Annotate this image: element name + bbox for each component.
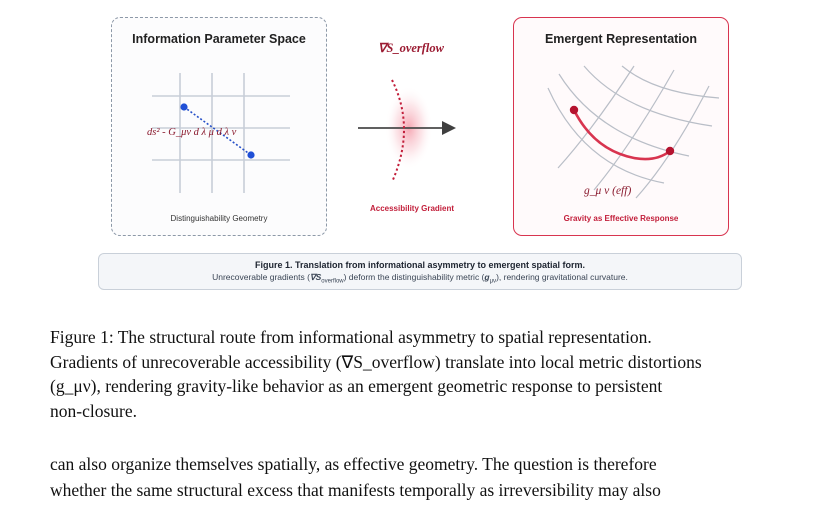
curved-grid: g_μ ν (eff) bbox=[547, 65, 720, 199]
caption-line: non-closure. bbox=[50, 400, 137, 421]
inner-caption-subtitle: Unrecoverable gradients (∇Soverflow) def… bbox=[99, 272, 741, 285]
line-element-formula: ds² - G_μν d λ μ d λ ν bbox=[147, 127, 237, 138]
information-parameter-space-panel: Information Parameter Space ds² - G_μν d… bbox=[111, 17, 327, 236]
figure-caption: Figure 1: The structural route from info… bbox=[50, 325, 788, 423]
right-panel-caption: Gravity as Effective Response bbox=[563, 214, 679, 223]
right-panel-title: Emergent Representation bbox=[544, 32, 698, 46]
body-line: whether the same structural excess that … bbox=[50, 479, 661, 500]
subtitle-part-a: Unrecoverable gradients ( bbox=[212, 272, 310, 282]
left-panel-caption: Distinguishability Geometry bbox=[170, 214, 268, 223]
body-paragraph: can also organize themselves spatially, … bbox=[50, 452, 788, 503]
start-point-dot bbox=[180, 103, 188, 111]
end-point-dot bbox=[247, 151, 255, 159]
gradient-glow bbox=[385, 86, 433, 170]
geodesic-curve bbox=[572, 109, 671, 161]
distance-path bbox=[183, 106, 252, 156]
arrow-head-icon bbox=[442, 121, 456, 135]
caption-line: (g_μν), rendering gravity-like behavior … bbox=[50, 376, 663, 396]
parameter-grid: ds² - G_μν d λ μ d λ ν bbox=[147, 73, 290, 193]
metric-symbol: g bbox=[484, 272, 490, 282]
effective-metric-label: g_μ ν (eff) bbox=[584, 185, 631, 197]
emergent-representation-panel: Emergent Representation g_μ ν (eff) Grav… bbox=[513, 17, 729, 236]
gradient-symbol: ∇S bbox=[309, 272, 322, 282]
accessibility-boundary-arc bbox=[391, 79, 405, 183]
subtitle-part-b: ) deform the distinguishability metric ( bbox=[343, 272, 485, 282]
metric-subscript: μν bbox=[489, 278, 497, 285]
gradient-label: ∇S_overflow bbox=[378, 41, 444, 55]
caption-line: Gradients of unrecoverable accessibility… bbox=[50, 351, 702, 372]
left-panel-title: Information Parameter Space bbox=[132, 32, 306, 46]
accessibility-gradient-label: Accessibility Gradient bbox=[369, 204, 455, 213]
gradient-subscript: overflow bbox=[321, 278, 344, 285]
body-line: can also organize themselves spatially, … bbox=[50, 454, 657, 474]
geodesic-end-dot bbox=[665, 146, 675, 156]
subtitle-part-c: ), rendering gravitational curvature. bbox=[496, 272, 628, 282]
caption-line: Figure 1: The structural route from info… bbox=[50, 327, 652, 347]
inner-figure-caption: Figure 1. Translation from informational… bbox=[98, 253, 742, 290]
geodesic-start-dot bbox=[569, 105, 579, 115]
inner-caption-title: Figure 1. Translation from informational… bbox=[254, 260, 586, 270]
